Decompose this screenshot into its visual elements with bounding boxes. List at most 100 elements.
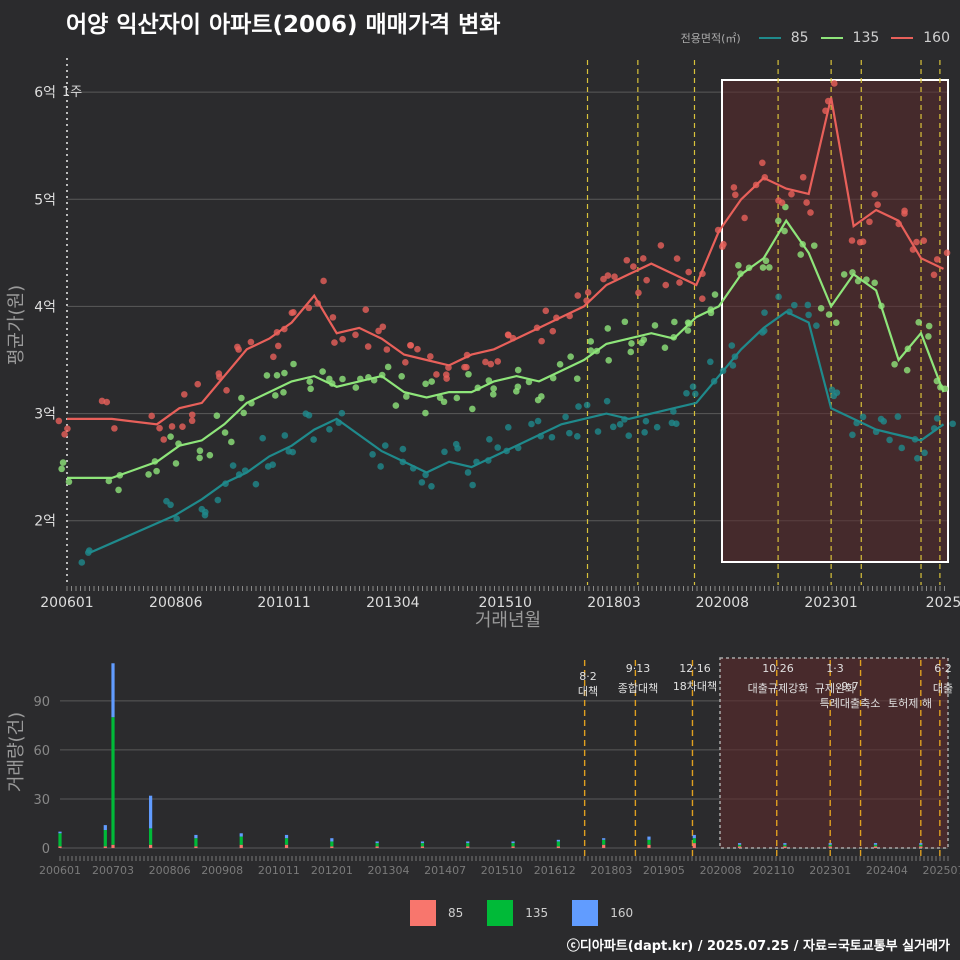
annotation-date: 8·2 <box>579 670 597 683</box>
data-point-160 <box>194 380 202 388</box>
series-line-85 <box>89 310 945 554</box>
volume-bar-85 <box>647 844 651 848</box>
data-point-135 <box>817 304 825 312</box>
annotation-date: 12·16 <box>679 662 711 675</box>
data-point-160 <box>913 238 920 246</box>
series-lines <box>67 97 945 554</box>
data-point-85 <box>441 448 448 456</box>
legend-bottom-item-160: 160 <box>572 900 645 926</box>
annotation-text: 대책 <box>578 685 598 698</box>
data-point-135 <box>453 394 461 402</box>
data-point-160 <box>188 417 196 425</box>
legend-title: 전용면적(㎡) <box>680 32 741 45</box>
volume-bar-85 <box>873 846 878 848</box>
data-point-85 <box>252 480 260 488</box>
data-point-160 <box>181 391 188 398</box>
data-point-160 <box>600 275 607 283</box>
volume-x-tick-label: 202301 <box>809 864 851 877</box>
data-point-135 <box>490 385 497 392</box>
data-point-160 <box>741 214 748 222</box>
volume-bar-85 <box>375 846 379 848</box>
data-point-85 <box>486 436 493 443</box>
annotation-date: 10·26 <box>762 662 794 675</box>
annotation-date: 1·3 <box>826 662 844 675</box>
volume-bar-160 <box>58 831 62 834</box>
data-point-135 <box>280 388 287 396</box>
volume-bar-135 <box>149 828 153 845</box>
data-point-160 <box>643 276 650 284</box>
series-line-135 <box>67 218 945 479</box>
data-point-160 <box>775 197 782 204</box>
data-point-135 <box>573 375 581 382</box>
volume-bar-160 <box>647 836 651 840</box>
annotation-text: 대출 <box>933 682 953 695</box>
volume-x-tick-label: 201304 <box>367 864 409 877</box>
volume-x-ticks: 200601 200703 200806 200908 201011 201201 2013… <box>39 856 960 877</box>
volume-bar-160 <box>602 838 606 840</box>
data-point-85 <box>616 421 624 428</box>
chart-title: 어양 익산자이 아파트(2006) 매매가격 변화 <box>66 12 501 38</box>
volume-x-tick-label: 201612 <box>534 864 576 877</box>
data-point-160 <box>799 173 807 181</box>
data-point-160 <box>442 371 450 379</box>
data-point-160 <box>639 255 647 262</box>
data-point-135 <box>621 318 629 326</box>
data-point-160 <box>61 430 68 438</box>
data-point-160 <box>494 358 502 365</box>
data-point-85 <box>428 483 435 490</box>
volume-x-tick-label: 200703 <box>92 864 134 877</box>
data-point-85 <box>933 415 941 422</box>
data-point-85 <box>85 549 92 556</box>
annotation-date: 6·2 <box>934 662 952 675</box>
data-point-85 <box>381 442 389 449</box>
data-point-135 <box>403 393 410 400</box>
data-point-85 <box>583 401 591 409</box>
x-ticks: 200601 200806 201011 201304 201510 201803 2020… <box>40 586 960 611</box>
volume-bar-135 <box>647 839 651 845</box>
data-point-160 <box>676 279 683 286</box>
data-point-135 <box>167 433 174 440</box>
y-tick-label: 3억 <box>34 407 56 423</box>
volume-bar-135 <box>330 841 334 847</box>
volume-bar-135 <box>375 843 379 847</box>
data-point-135 <box>766 264 773 271</box>
data-point-135 <box>263 372 271 379</box>
volume-y-axis-label: 거래량(건) <box>6 712 27 792</box>
volume-bar-135 <box>737 844 742 847</box>
volume-x-tick-label: 201201 <box>311 864 353 877</box>
data-point-160 <box>375 327 382 335</box>
series-line-160 <box>67 97 944 426</box>
data-point-85 <box>594 428 602 435</box>
data-point-135 <box>759 264 767 271</box>
y-tick-label: 2억 <box>34 514 56 530</box>
data-point-85 <box>504 424 512 431</box>
x-axis-label: 거래년월 <box>475 610 541 631</box>
volume-bar-135 <box>466 843 470 847</box>
legend-label-85: 85 <box>790 30 809 46</box>
data-point-85 <box>689 383 697 391</box>
data-point-135 <box>871 279 878 287</box>
data-point-160 <box>414 345 421 353</box>
data-point-135 <box>762 257 770 265</box>
data-point-135 <box>196 447 204 455</box>
volume-bar-160 <box>330 838 334 842</box>
data-point-160 <box>871 190 878 198</box>
volume-bars <box>58 663 923 848</box>
data-point-160 <box>148 412 155 420</box>
data-point-160 <box>920 237 928 244</box>
data-point-135 <box>440 398 448 406</box>
data-point-85 <box>683 389 690 397</box>
data-point-160 <box>630 263 637 270</box>
data-point-135 <box>556 361 564 368</box>
data-point-160 <box>168 423 176 430</box>
data-point-135 <box>671 318 678 326</box>
volume-bar-85 <box>284 844 289 848</box>
x-tick-label: 2025 <box>926 595 960 611</box>
data-point-135 <box>711 291 719 298</box>
data-point-160 <box>698 295 706 303</box>
data-point-160 <box>290 309 297 316</box>
volume-bar-85 <box>111 844 115 848</box>
data-point-85 <box>949 420 956 428</box>
data-point-135 <box>604 325 612 332</box>
